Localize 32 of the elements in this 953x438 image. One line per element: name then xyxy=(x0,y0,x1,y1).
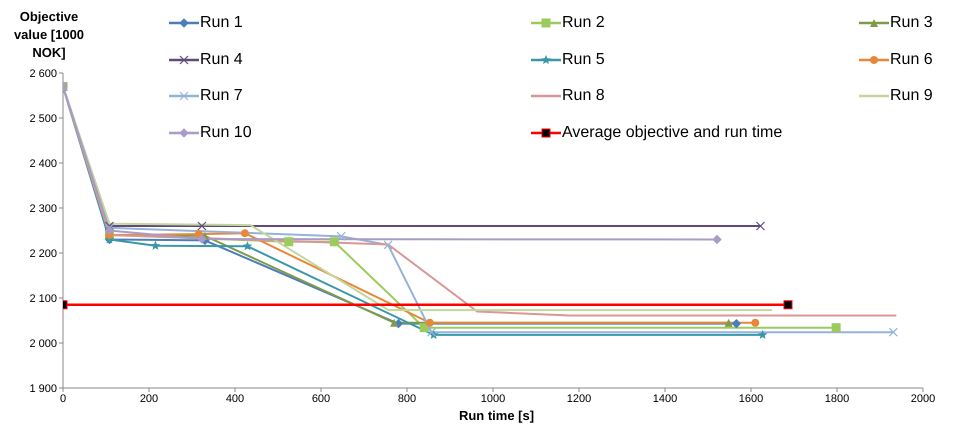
y-tick-label: 2 400 xyxy=(29,158,57,170)
y-tick-label: 2 600 xyxy=(29,68,57,80)
x-tick-label: 600 xyxy=(312,392,330,405)
x-tick-label: 400 xyxy=(226,392,244,405)
y-tick-label: 1 900 xyxy=(29,382,57,395)
x-tick-label: 200 xyxy=(140,392,158,405)
x-tick-label: 1200 xyxy=(566,392,592,405)
legend-label: Run 6 xyxy=(890,50,933,68)
x-tick-label: 1000 xyxy=(480,392,506,405)
legend-label: Average objective and run time xyxy=(562,124,782,142)
y-tick-label: 2 200 xyxy=(29,248,57,260)
legend-label: Run 10 xyxy=(200,124,252,142)
legend-label: Run 5 xyxy=(562,50,605,68)
x-tick-label: 2000 xyxy=(910,392,936,405)
x-tick-label: 0 xyxy=(60,392,66,405)
y-axis-title: Objective value [1000 NOK] xyxy=(12,8,86,62)
legend-label: Run 1 xyxy=(200,14,243,32)
y-tick-label: 2 000 xyxy=(29,338,57,350)
legend-label: Run 7 xyxy=(200,87,243,105)
y-tick-label: 2 300 xyxy=(29,202,57,215)
x-tick-label: 1800 xyxy=(824,392,850,405)
x-tick-label: 1400 xyxy=(652,392,678,405)
x-tick-label: 1600 xyxy=(738,392,764,405)
x-tick-label: 800 xyxy=(398,392,416,405)
y-tick-label: 2 500 xyxy=(29,112,57,125)
x-axis-title: Run time [s] xyxy=(458,408,536,423)
legend-label: Run 4 xyxy=(200,50,243,68)
legend-label: Run 9 xyxy=(890,87,933,105)
legend-label: Run 8 xyxy=(562,87,605,105)
legend-label: Run 3 xyxy=(890,14,933,32)
legend-label: Run 2 xyxy=(562,14,605,32)
y-tick-label: 2 100 xyxy=(29,292,57,305)
